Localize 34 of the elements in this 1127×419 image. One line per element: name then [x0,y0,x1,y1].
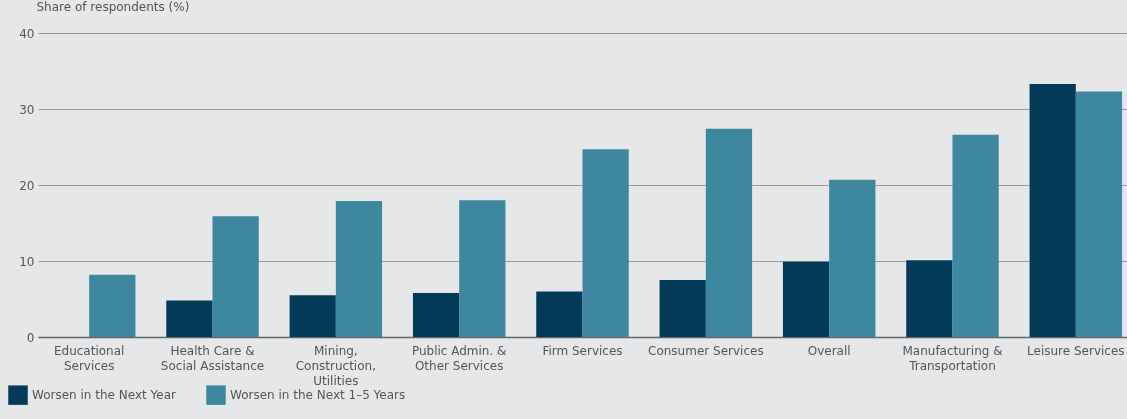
bar [705,128,753,337]
bar [829,179,876,337]
bar [782,261,830,337]
x-tick-label: Public Admin. & Other Services [411,343,507,373]
bar [166,300,213,337]
y-axis-title: Share of respondents (%) [36,0,190,14]
legend-label: Worsen in the Next 1–5 Years [230,388,406,403]
bar [1075,91,1123,337]
y-tick-label: 20 [19,178,35,193]
bar [536,291,583,337]
y-tick-label: 10 [19,254,35,269]
bar [906,260,953,337]
bar [212,216,259,337]
x-tick-label: Firm Services [542,343,623,358]
bar [289,295,336,337]
bar [582,149,629,337]
x-tick-label: Health Care & Social Assistance [160,343,265,373]
x-tick-label: Leisure Services [1027,343,1125,358]
y-tick-label: 30 [19,102,35,117]
x-tick-label: Educational Services [53,343,125,373]
bar [412,292,460,337]
x-tick-label: Manufacturing & Transportation [902,343,1003,373]
bar [952,134,999,337]
x-tick-label: Consumer Services [648,343,764,358]
x-tick-label: Mining, Construction, Utilities [295,343,376,388]
x-tick-label: Overall [807,343,851,358]
legend-label: Worsen in the Next Year [32,388,176,403]
bar [89,274,136,337]
bar [659,280,706,337]
y-tick-label: 40 [19,26,35,41]
bar [1029,83,1076,337]
bar [335,200,383,337]
bar [459,200,506,337]
y-tick-label: 0 [26,330,35,345]
